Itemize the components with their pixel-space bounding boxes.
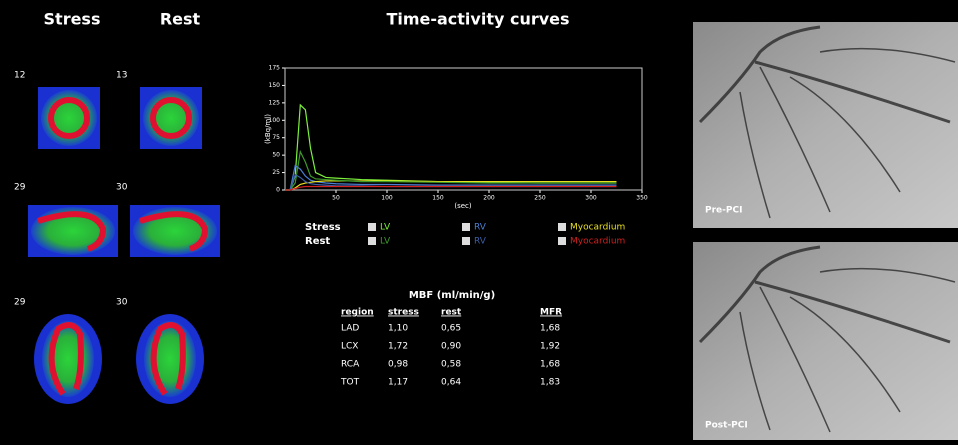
legend-checkbox[interactable] — [368, 223, 376, 231]
legend-group: Rest — [305, 236, 330, 247]
plot-bg — [285, 68, 642, 190]
table-cell: TOT — [340, 378, 360, 388]
x-axis-label: (sec) — [454, 202, 472, 210]
chart-title: Time-activity curves — [386, 10, 569, 29]
table-cell: 0,64 — [441, 378, 461, 388]
legend-label: RV — [474, 237, 487, 247]
table-cell: 0,58 — [441, 360, 461, 370]
table-cell: LCX — [341, 342, 358, 352]
table-cell: 0,65 — [441, 324, 461, 334]
table-cell: LAD — [341, 324, 359, 334]
table-header: rest — [441, 308, 462, 318]
legend-label: LV — [380, 223, 391, 233]
table-cell: 1,17 — [388, 378, 408, 388]
y-tick-label: 50 — [272, 152, 280, 159]
y-tick-label: 125 — [269, 99, 281, 106]
legend-group: Stress — [305, 222, 341, 233]
slice-number: 30 — [116, 298, 128, 308]
table-cell: RCA — [341, 360, 360, 370]
table-cell: 1,83 — [540, 378, 560, 388]
slice-number: 12 — [14, 71, 25, 81]
legend-label: Myocardium — [570, 237, 625, 247]
slice-number: 30 — [116, 183, 128, 193]
panel-title: Rest — [160, 10, 201, 29]
x-tick-label: 50 — [332, 195, 340, 202]
x-tick-label: 150 — [432, 195, 444, 202]
x-tick-label: 300 — [585, 195, 597, 202]
legend-checkbox[interactable] — [368, 237, 376, 245]
table-header: region — [341, 308, 374, 318]
table-cell: 0,90 — [441, 342, 461, 352]
legend-label: Myocardium — [570, 223, 625, 233]
figure: Stress Rest Time-activity curves (kBq/ml… — [0, 0, 958, 445]
y-tick-label: 100 — [269, 117, 281, 124]
legend-checkbox[interactable] — [462, 223, 470, 231]
table-cell: 1,72 — [388, 342, 408, 352]
table-cell: 1,68 — [540, 360, 560, 370]
y-tick-label: 25 — [272, 169, 280, 176]
x-tick-label: 100 — [381, 195, 393, 202]
table-cell: 1,10 — [388, 324, 408, 334]
legend-checkbox[interactable] — [558, 223, 566, 231]
y-tick-label: 0 — [276, 187, 280, 194]
y-tick-label: 175 — [269, 65, 281, 72]
table-cell: 1,92 — [540, 342, 560, 352]
table-cell: 0,98 — [388, 360, 408, 370]
table-title: MBF (ml/min/g) — [409, 290, 495, 301]
panel-title: Stress — [44, 10, 101, 29]
legend-checkbox[interactable] — [558, 237, 566, 245]
slice-number: 29 — [14, 183, 26, 193]
legend-checkbox[interactable] — [462, 237, 470, 245]
angiogram-label: Post-PCI — [705, 421, 748, 431]
slice-number: 29 — [14, 298, 26, 308]
legend-label: LV — [380, 237, 391, 247]
table-cell: 1,68 — [540, 324, 560, 334]
slice-number: 13 — [116, 71, 127, 81]
y-tick-label: 150 — [269, 82, 281, 89]
legend-label: RV — [474, 223, 487, 233]
table-header: stress — [388, 308, 419, 318]
angiogram-label: Pre-PCI — [705, 206, 742, 216]
y-tick-label: 75 — [272, 134, 280, 141]
x-tick-label: 350 — [636, 195, 648, 202]
angiogram-image — [693, 22, 958, 228]
x-tick-label: 250 — [534, 195, 546, 202]
table-header: MFR — [540, 308, 562, 318]
x-tick-label: 200 — [483, 195, 495, 202]
